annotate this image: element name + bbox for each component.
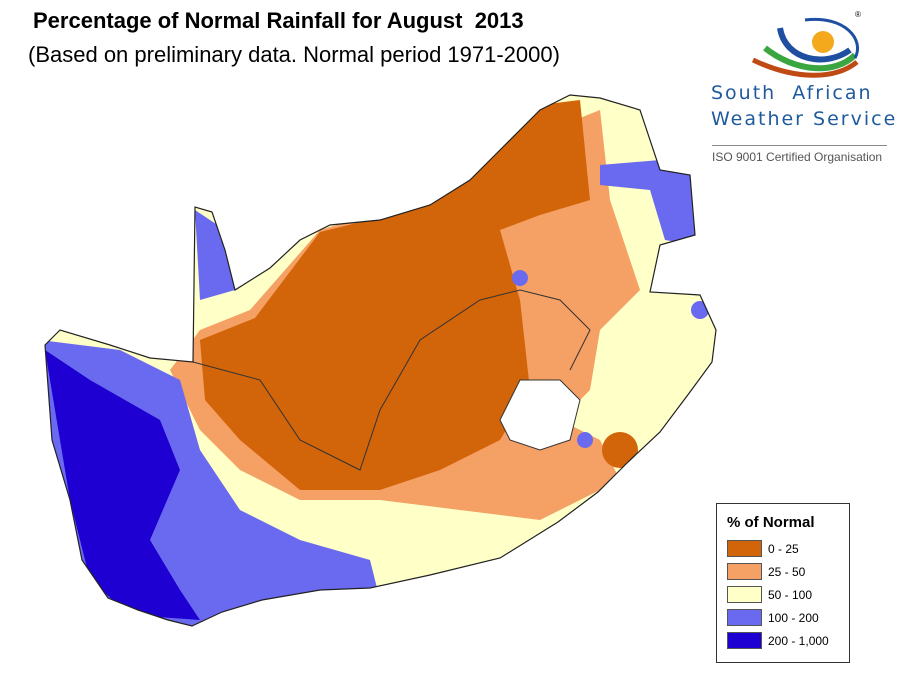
legend-item: 200 - 1,000 [727,629,849,652]
legend-swatch [727,586,762,603]
zone-100-200 [577,432,593,448]
legend-item: 25 - 50 [727,560,849,583]
legend-label: 100 - 200 [768,610,819,625]
map-subtitle: (Based on preliminary data. Normal perio… [28,42,560,67]
logo-line-1: South African [711,82,873,104]
legend-item: 0 - 25 [727,537,849,560]
lesotho [499,379,581,451]
legend-label: 25 - 50 [768,564,806,579]
legend-item: 50 - 100 [727,583,849,606]
legend-swatch [727,632,762,649]
zone-100-200 [512,270,528,286]
zone-100-200 [195,210,235,300]
iso-certification: ISO 9001 Certified Organisation [712,150,883,164]
legend: % of Normal 0 - 25 25 - 50 50 - 100 100 … [716,503,850,663]
zone-100-200 [600,160,695,245]
legend-item: 100 - 200 [727,606,849,629]
legend-swatch [727,540,762,557]
zone-0-25 [200,100,590,490]
legend-swatch [727,609,762,626]
province-borders [192,289,591,471]
legend-label: 0 - 25 [768,541,799,556]
logo-line-2: Weather Service [711,108,898,130]
registered-mark: ® [855,10,861,19]
map-title: Percentage of Normal Rainfall for August… [33,8,524,33]
saws-logo: ® [705,0,895,175]
zone-200-1000 [45,350,200,620]
zone-0-25 [602,432,638,468]
legend-label: 50 - 100 [768,587,813,602]
legend-label: 200 - 1,000 [768,633,829,648]
legend-title: % of Normal [727,514,815,531]
saws-logo-icon [751,17,859,78]
legend-swatch [727,563,762,580]
